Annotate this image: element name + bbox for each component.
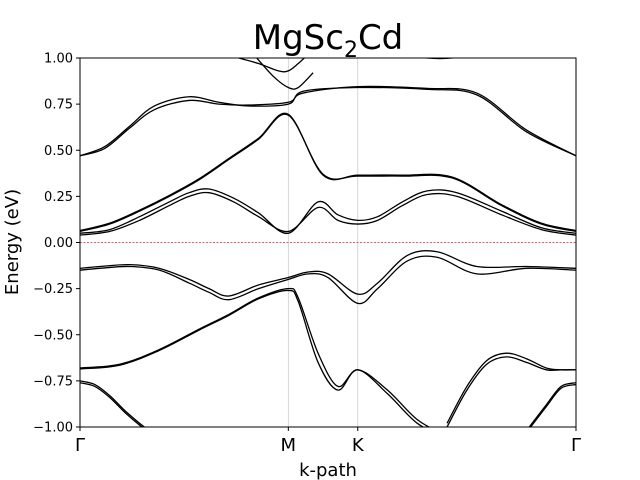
band-line-17 <box>529 383 576 427</box>
y-tick-label-5: 0.25 <box>44 190 73 205</box>
band-line-15 <box>446 356 576 427</box>
x-tick-label-0: Γ <box>75 435 85 456</box>
band-line-2 <box>80 188 576 234</box>
band-line-3 <box>80 191 576 236</box>
band-line-1 <box>80 112 576 232</box>
y-axis-ticks: −1.00 −0.75 −0.50 −0.25 0.00 0.25 0.50 0.75 1.00 <box>33 52 80 436</box>
x-tick-label-1: M <box>281 435 297 456</box>
x-axis-label: k-path <box>299 460 357 480</box>
y-tick-label-3: −0.25 <box>33 282 73 297</box>
band-line-8 <box>80 250 576 297</box>
band-line-10 <box>80 287 431 427</box>
band-lines <box>80 58 576 427</box>
band-line-7 <box>255 58 314 90</box>
y-tick-label-8: 1.00 <box>44 52 73 67</box>
chart-title-main: MgSc <box>253 18 344 58</box>
y-tick-label-7: 0.75 <box>44 98 73 113</box>
band-line-9 <box>80 255 576 305</box>
band-line-13 <box>80 382 143 427</box>
band-line-16 <box>528 382 576 427</box>
y-tick-label-0: −1.00 <box>33 421 73 436</box>
band-line-5 <box>80 85 576 157</box>
band-line-11 <box>80 289 425 427</box>
x-tick-label-2: K <box>352 435 365 456</box>
y-tick-label-1: −0.75 <box>33 374 73 389</box>
y-tick-label-2: −0.50 <box>33 328 73 343</box>
chart-title: MgSc2Cd <box>253 18 404 63</box>
band-line-4 <box>80 86 576 157</box>
y-tick-label-6: 0.50 <box>44 144 73 159</box>
plot-area: −1.00 −0.75 −0.50 −0.25 0.00 0.25 0.50 0.75 1.00… <box>33 52 581 457</box>
chart-title-suffix: Cd <box>358 18 403 58</box>
band-line-6 <box>238 58 306 73</box>
y-tick-label-4: 0.00 <box>44 236 73 251</box>
band-line-12 <box>80 380 146 427</box>
x-tick-label-3: Γ <box>571 435 581 456</box>
chart-title-subscript: 2 <box>344 38 358 63</box>
y-axis-label: Energy (eV) <box>2 189 23 295</box>
band-line-0 <box>80 113 576 233</box>
